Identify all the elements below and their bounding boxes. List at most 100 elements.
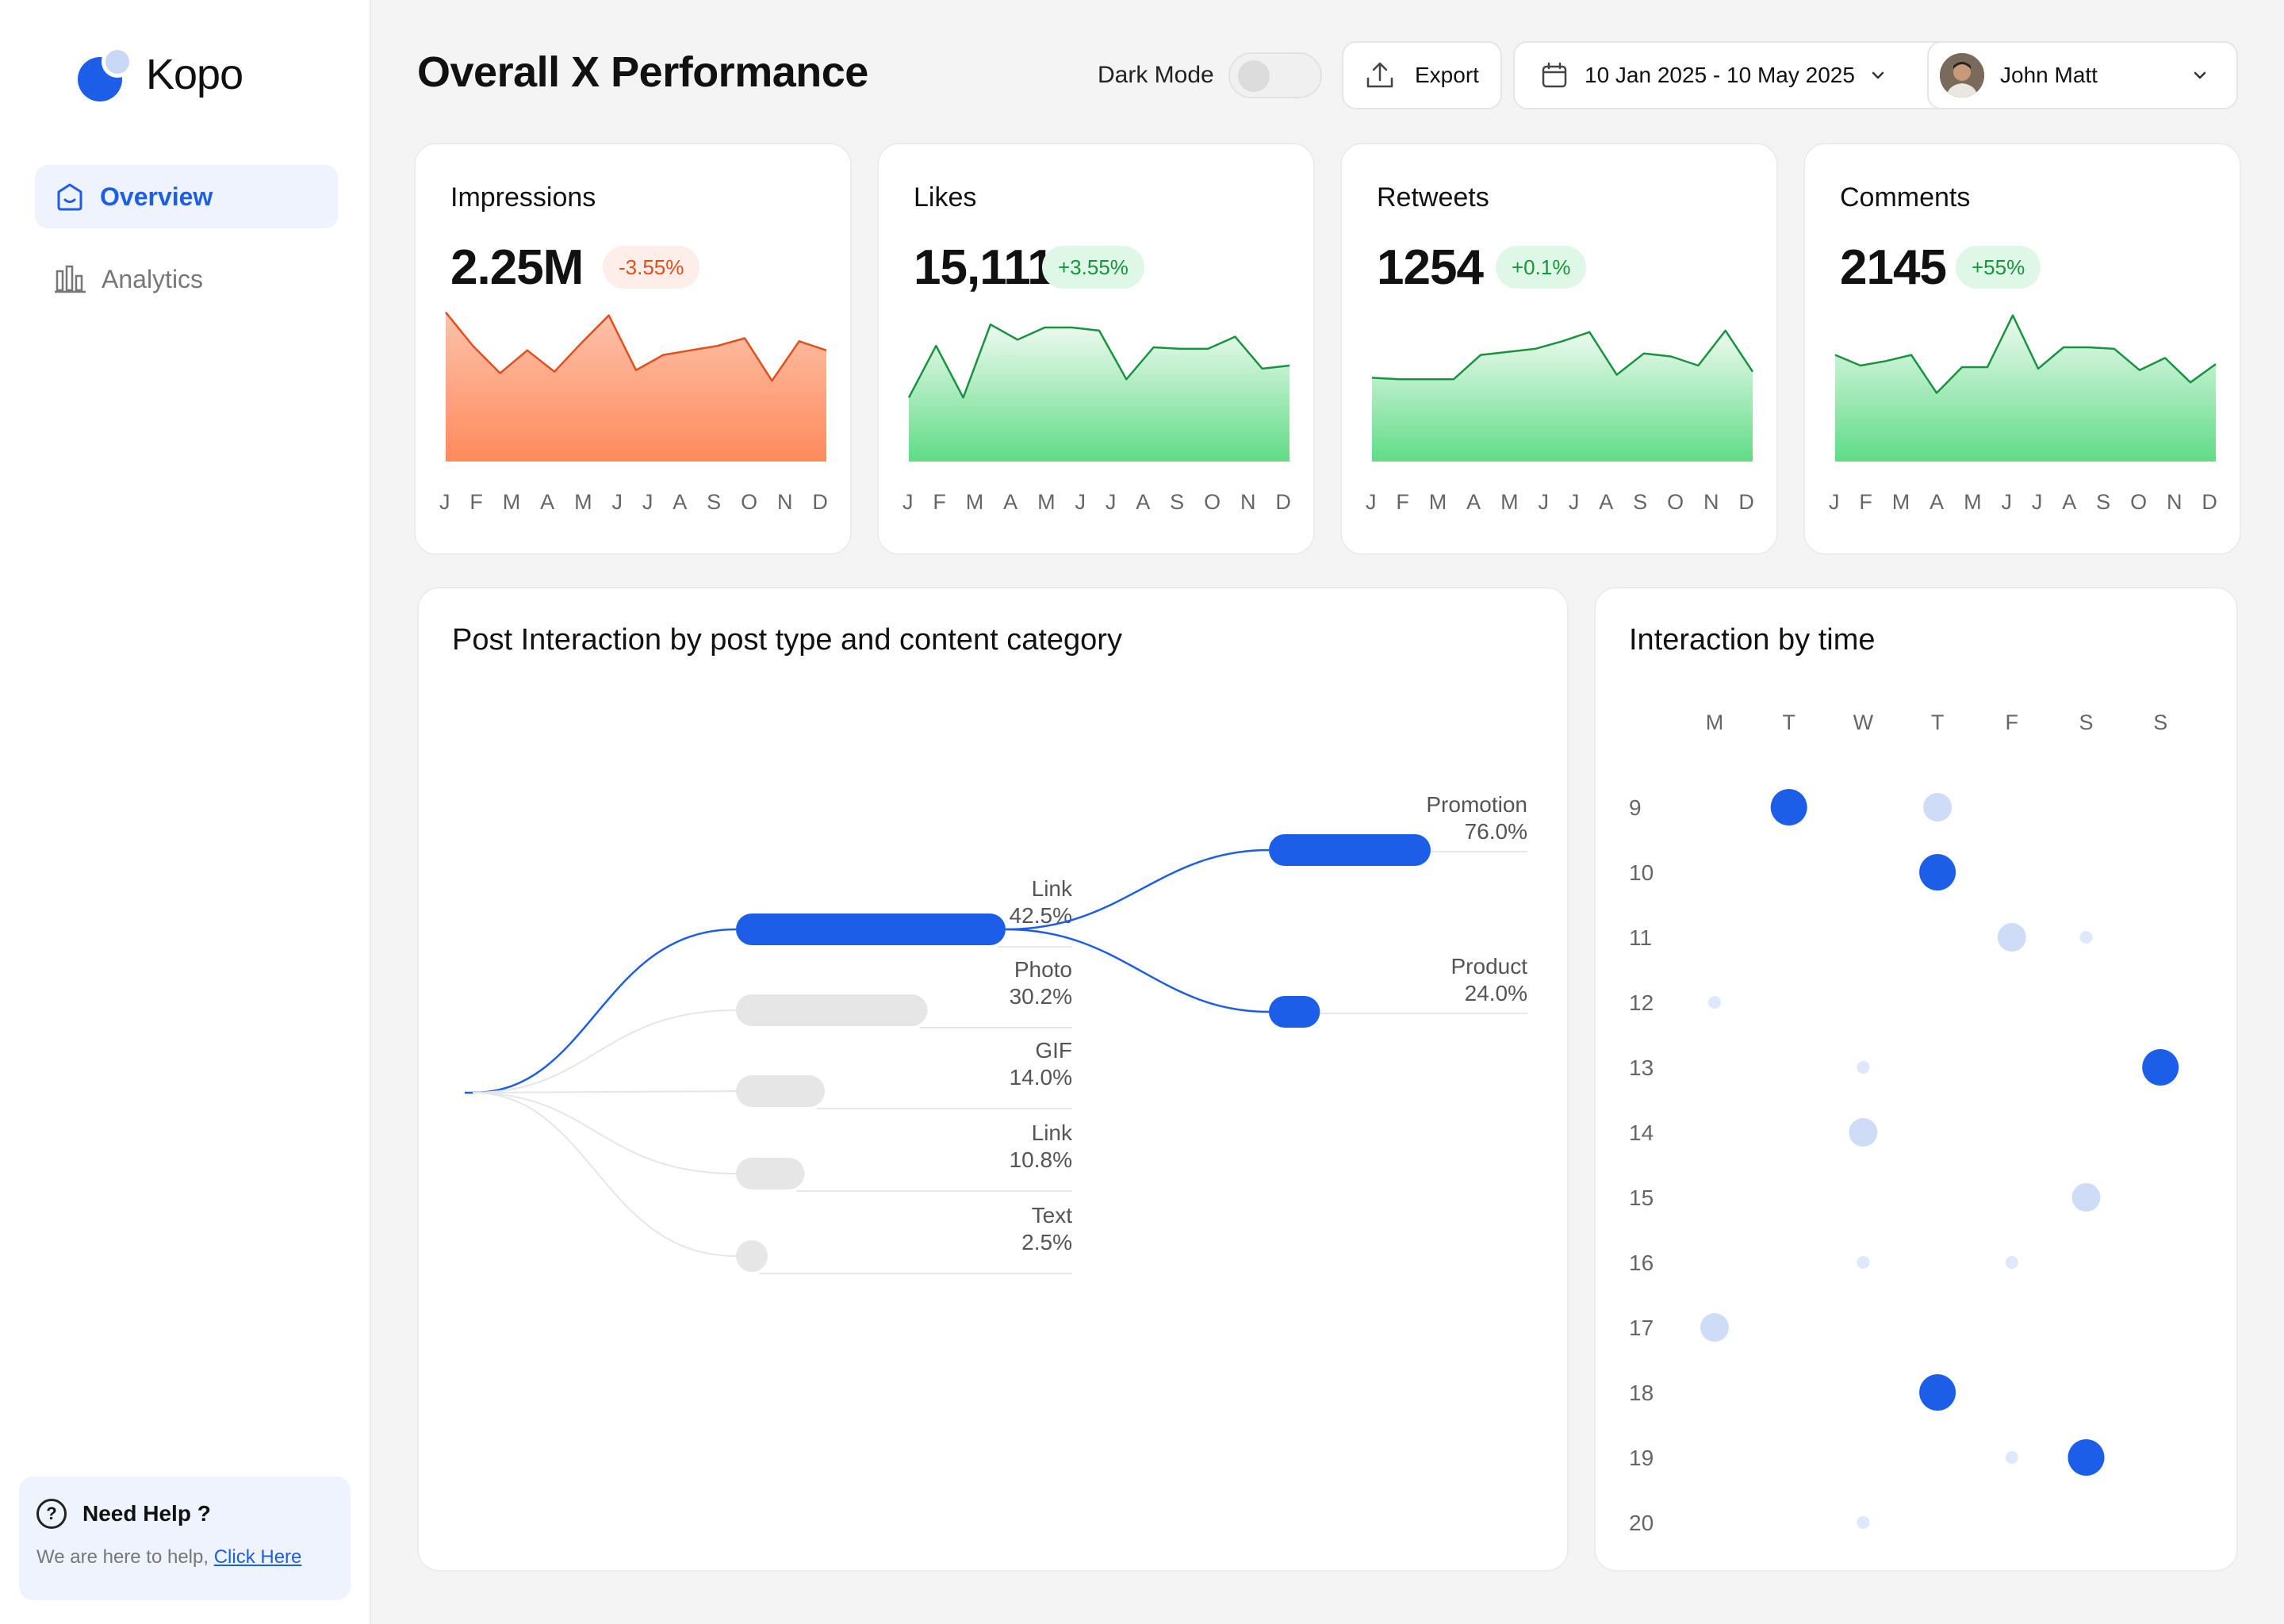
month-label: D — [812, 490, 828, 514]
sidebar: Kopo Overview Analytics ? Need Help ? We… — [0, 0, 371, 1624]
category-bar[interactable] — [1269, 996, 1320, 1028]
category-value: 24.0% — [1465, 981, 1527, 1005]
avatar — [1940, 53, 1984, 98]
hour-label: 12 — [1629, 990, 1654, 1015]
month-label: S — [1633, 490, 1648, 514]
month-label: N — [776, 490, 793, 514]
sparkline-area — [446, 312, 826, 462]
user-menu[interactable]: John Matt — [1927, 41, 2238, 109]
heatmap-point[interactable] — [2067, 1439, 2105, 1476]
category-label: Promotion — [1426, 792, 1527, 817]
kpi-change-badge: +0.1% — [1496, 246, 1587, 289]
date-range-picker[interactable]: 10 Jan 2025 - 10 May 2025 — [1513, 41, 1956, 109]
heatmap-point[interactable] — [1708, 996, 1721, 1009]
kpi-label: Retweets — [1377, 182, 1489, 213]
kpi-change-badge: +3.55% — [1042, 246, 1144, 289]
dark-mode-label: Dark Mode — [1098, 62, 1214, 88]
help-card: ? Need Help ? We are here to help, Click… — [19, 1477, 351, 1600]
logo-icon — [78, 46, 135, 103]
type-value: 42.5% — [1010, 903, 1072, 928]
hour-label: 18 — [1629, 1381, 1654, 1405]
heatmap-point[interactable] — [1857, 1061, 1870, 1074]
type-label: Photo — [1014, 957, 1072, 982]
brand-logo[interactable]: Kopo — [78, 46, 243, 103]
category-bar[interactable] — [1269, 834, 1431, 866]
month-label: O — [1204, 490, 1221, 514]
heatmap-point[interactable] — [2079, 931, 2093, 944]
type-bar[interactable] — [736, 1158, 805, 1189]
heatmap-point[interactable] — [2071, 1183, 2101, 1212]
day-label: S — [2079, 710, 2093, 734]
dark-mode-control: Dark Mode — [1098, 52, 1322, 98]
heatmap-point[interactable] — [2005, 1451, 2018, 1464]
month-label: M — [1891, 490, 1910, 514]
tree-link — [472, 928, 737, 1094]
date-range-value: 10 Jan 2025 - 10 May 2025 — [1585, 63, 1855, 87]
help-link[interactable]: Click Here — [213, 1546, 302, 1568]
day-label: W — [1853, 710, 1874, 734]
type-bar[interactable] — [736, 1240, 768, 1272]
nav-item-overview[interactable]: Overview — [35, 165, 338, 228]
chevron-down-icon — [1872, 71, 1884, 79]
bar-chart-icon — [55, 265, 86, 293]
sparkline-chart — [1371, 329, 1754, 462]
heatmap-point[interactable] — [1919, 1374, 1956, 1411]
category-link — [1005, 848, 1270, 931]
heatmap-point[interactable] — [1997, 923, 2026, 952]
month-label: M — [1964, 490, 1982, 514]
category-value: 76.0% — [1465, 819, 1527, 844]
heatmap-point[interactable] — [2142, 1049, 2179, 1086]
month-label: J — [439, 490, 450, 514]
hour-label: 20 — [1629, 1511, 1654, 1535]
category-link — [1005, 928, 1270, 1013]
nav-item-analytics[interactable]: Analytics — [35, 247, 338, 311]
type-label: Text — [1032, 1203, 1073, 1228]
month-label: D — [1275, 490, 1291, 514]
heatmap-point[interactable] — [1923, 793, 1953, 822]
heatmap-point[interactable] — [2005, 1256, 2018, 1269]
month-label: J — [642, 490, 653, 514]
heatmap-point[interactable] — [1700, 1313, 1729, 1342]
type-value: 2.5% — [1021, 1230, 1072, 1254]
month-label: A — [2062, 490, 2077, 514]
kpi-value: 2.25M — [450, 240, 584, 295]
export-button[interactable]: Export — [1342, 41, 1502, 109]
month-label: A — [1466, 490, 1481, 514]
type-value: 14.0% — [1010, 1065, 1072, 1090]
month-label: J — [2031, 490, 2043, 514]
dark-mode-toggle[interactable] — [1228, 52, 1322, 98]
panel-title: Post Interaction by post type and conten… — [452, 623, 1122, 657]
kpi-label: Impressions — [450, 182, 596, 213]
kpi-label: Likes — [914, 182, 977, 213]
tree-link — [472, 1092, 737, 1174]
upload-icon — [1366, 62, 1393, 88]
type-label: GIF — [1035, 1038, 1072, 1063]
month-label: J — [1105, 490, 1117, 514]
heatmap-point[interactable] — [1770, 789, 1807, 825]
heatmap-point[interactable] — [1857, 1516, 1870, 1529]
heatmap-point[interactable] — [1857, 1256, 1870, 1269]
hour-label: 9 — [1629, 795, 1642, 820]
home-icon — [57, 183, 82, 211]
type-label: Link — [1032, 876, 1073, 901]
month-label: J — [611, 490, 623, 514]
month-label: O — [1667, 490, 1684, 514]
heatmap-point[interactable] — [1919, 854, 1956, 891]
month-label: F — [1859, 490, 1872, 514]
day-label: T — [1782, 710, 1795, 734]
type-bar[interactable] — [736, 1075, 825, 1107]
heatmap-point[interactable] — [1849, 1118, 1878, 1147]
type-bar[interactable] — [736, 914, 1006, 945]
month-label: O — [741, 490, 758, 514]
day-label: F — [2006, 710, 2019, 734]
month-label: M — [1500, 490, 1519, 514]
month-label: J — [1366, 490, 1377, 514]
type-bar[interactable] — [736, 994, 928, 1026]
kpi-value: 1254 — [1377, 240, 1484, 295]
